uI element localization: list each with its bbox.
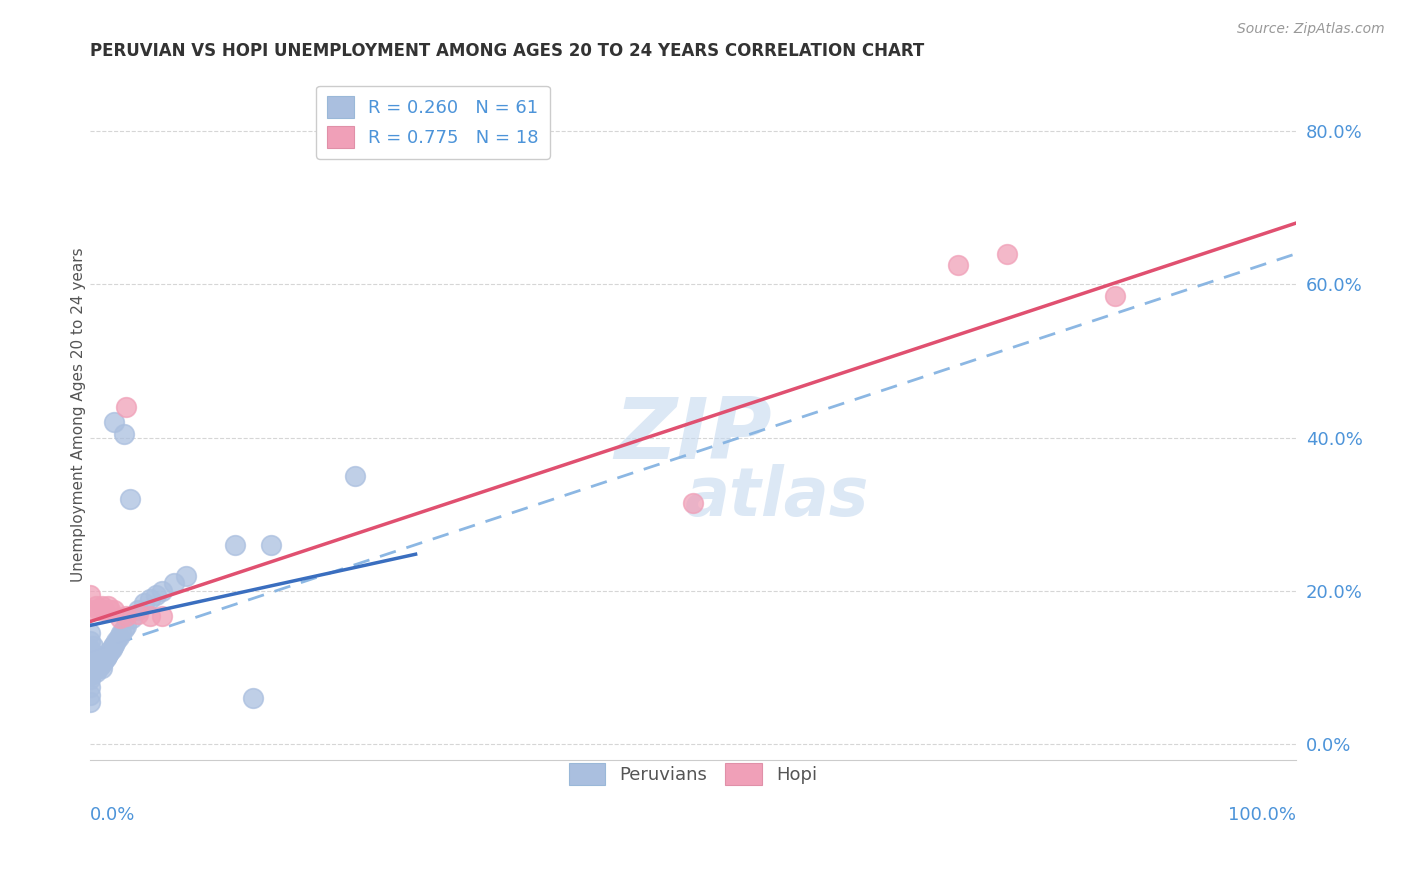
Point [79,633,101,648]
Point [79,695,101,709]
Point [87,653,110,667]
Text: 0.0%: 0.0% [90,805,135,823]
Point [948,258,970,272]
Point [91,655,114,669]
Point [995,246,1018,260]
Point [79,649,101,664]
Point [1104,289,1126,303]
Point [80,661,103,675]
Point [84,649,107,664]
Point [176,568,198,582]
Legend: Peruvians, Hopi: Peruvians, Hopi [562,756,824,792]
Point [101,639,124,653]
Point [80,668,103,682]
Point [100,641,122,656]
Text: ZIP: ZIP [614,394,772,477]
Point [79,588,101,602]
Point [127,603,149,617]
Point [112,426,135,441]
Point [682,496,704,510]
Point [89,659,111,673]
Point [80,653,103,667]
Point [150,608,173,623]
Point [108,611,131,625]
Point [79,603,101,617]
Text: Source: ZipAtlas.com: Source: ZipAtlas.com [1237,22,1385,37]
Point [93,653,115,667]
Point [87,603,110,617]
Point [260,538,283,552]
Point [90,599,112,614]
Point [90,661,112,675]
Point [94,651,117,665]
Point [115,608,138,623]
Text: 100.0%: 100.0% [1229,805,1296,823]
Point [224,538,246,552]
Point [98,645,121,659]
Point [96,649,118,664]
Point [127,607,149,621]
Point [121,611,143,625]
Point [79,665,101,679]
Point [82,639,104,653]
Point [145,588,167,602]
Y-axis label: Unemployment Among Ages 20 to 24 years: Unemployment Among Ages 20 to 24 years [72,247,86,582]
Point [89,651,111,665]
Point [80,645,103,659]
Point [84,665,107,679]
Point [163,576,186,591]
Point [79,672,101,686]
Point [90,651,112,665]
Point [82,657,104,671]
Point [97,599,120,614]
Point [84,657,107,671]
Point [79,680,101,694]
Point [150,584,173,599]
Point [79,626,101,640]
Point [107,630,129,644]
Point [86,661,108,675]
Point [112,623,135,637]
Point [103,603,125,617]
Point [103,415,125,429]
Point [82,649,104,664]
Point [82,647,104,661]
Text: atlas: atlas [685,465,870,531]
Point [134,595,156,609]
Point [83,659,105,673]
Point [115,618,138,632]
Point [79,657,101,671]
Point [83,651,105,665]
Point [86,653,108,667]
Point [115,400,138,414]
Text: PERUVIAN VS HOPI UNEMPLOYMENT AMONG AGES 20 TO 24 YEARS CORRELATION CHART: PERUVIAN VS HOPI UNEMPLOYMENT AMONG AGES… [90,42,924,60]
Point [93,603,115,617]
Point [118,491,141,506]
Point [90,657,112,671]
Point [98,644,121,658]
Point [242,691,264,706]
Point [139,591,162,606]
Point [82,662,104,676]
Point [139,608,162,623]
Point [82,655,104,669]
Point [79,688,101,702]
Point [105,633,128,648]
Point [79,641,101,656]
Point [110,626,132,640]
Point [97,647,120,661]
Point [84,599,107,614]
Point [98,603,121,617]
Point [344,469,367,483]
Point [82,665,104,679]
Point [87,661,110,675]
Point [103,638,125,652]
